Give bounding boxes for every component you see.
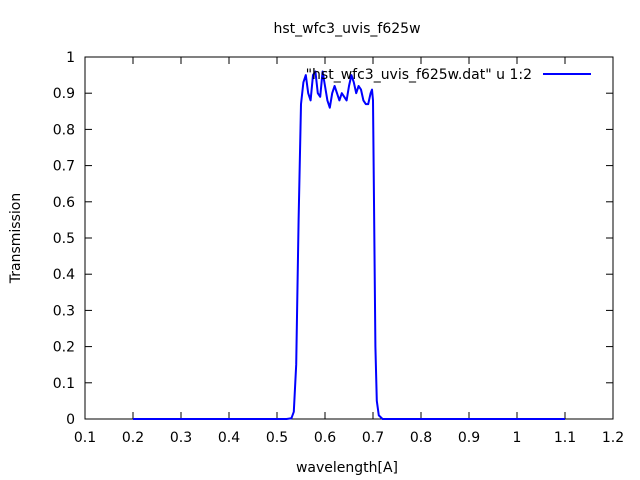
- y-axis-label: Transmission: [8, 193, 24, 284]
- y-tick-label: 0.4: [53, 267, 75, 283]
- y-tick-label: 0.5: [53, 231, 75, 247]
- x-tick-label: 0.2: [122, 430, 144, 446]
- legend-label: "hst_wfc3_uvis_f625w.dat" u 1:2: [306, 67, 532, 83]
- y-tick-label: 0.7: [53, 159, 75, 175]
- y-tick-label: 0.6: [53, 195, 75, 211]
- legend: "hst_wfc3_uvis_f625w.dat" u 1:2: [306, 67, 591, 83]
- series-line-0: [133, 70, 565, 420]
- y-tick-label: 0: [66, 412, 75, 428]
- x-tick-label: 1.1: [554, 430, 576, 446]
- y-tick-label: 0.9: [53, 86, 75, 102]
- x-tick-label: 0.4: [218, 430, 240, 446]
- x-tick-label: 1: [513, 430, 522, 446]
- y-tick-label: 0.8: [53, 122, 75, 138]
- x-axis-label: wavelength[A]: [296, 460, 398, 476]
- y-tick-label: 0.1: [53, 376, 75, 392]
- x-tick-label: 0.7: [362, 430, 384, 446]
- x-tick-label: 0.1: [74, 430, 96, 446]
- y-tick-label: 1: [66, 50, 75, 66]
- plot-frame: [84, 56, 614, 420]
- x-tick-label: 1.2: [602, 430, 624, 446]
- x-tick-label: 0.8: [410, 430, 432, 446]
- y-tick-label: 0.3: [53, 303, 75, 319]
- chart-title: hst_wfc3_uvis_f625w: [273, 21, 420, 37]
- y-tick-label: 0.2: [53, 340, 75, 356]
- x-tick-label: 0.9: [458, 430, 480, 446]
- x-tick-label: 0.3: [170, 430, 192, 446]
- series-layer: [133, 70, 565, 420]
- axis-ticks: 0.1 0.2 0.3 0.4 0.5 0.6 0.7 0.8 0.9 1 1.1 1.2 0 0.1 0.…: [53, 50, 624, 446]
- x-tick-label: 0.5: [266, 430, 288, 446]
- x-tick-label: 0.6: [314, 430, 336, 446]
